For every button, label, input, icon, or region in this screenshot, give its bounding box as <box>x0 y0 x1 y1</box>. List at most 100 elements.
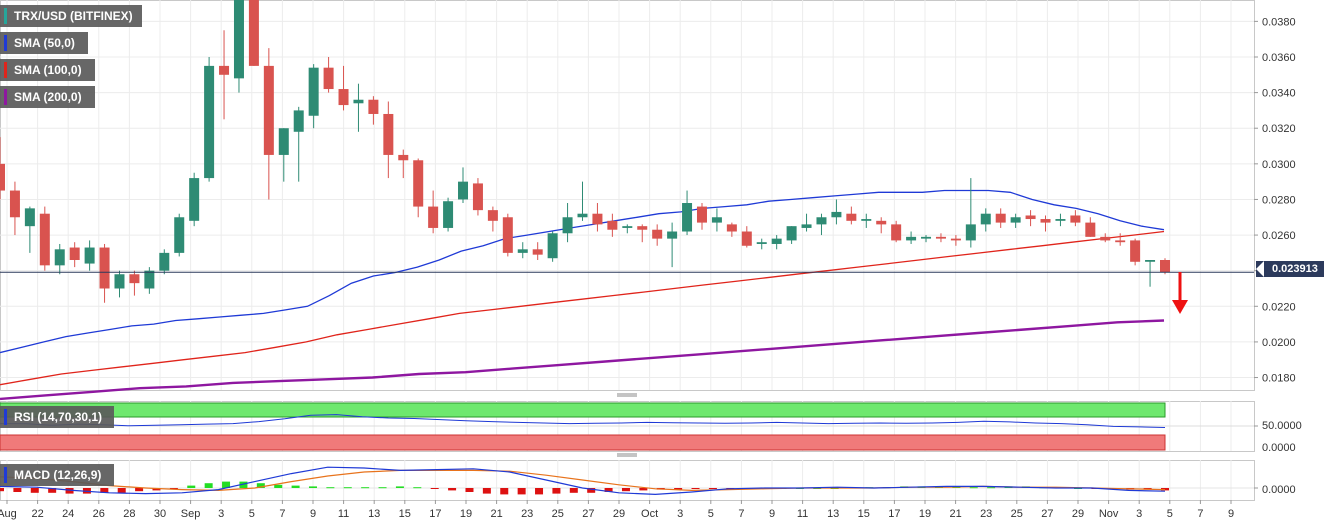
candle-body <box>487 210 498 221</box>
x-tick-label: 24 <box>62 508 74 520</box>
candle-body <box>219 65 230 75</box>
rsi-label-text: RSI (14,70,30,1) <box>14 410 103 424</box>
x-tick-label: 19 <box>919 508 931 520</box>
symbol-legend[interactable]: TRX/USD (BITFINEX) <box>0 5 142 27</box>
candle-body <box>846 213 857 221</box>
candle-body <box>159 252 170 271</box>
rsi-zero-label: 0.0000 <box>1262 442 1296 454</box>
candle-body <box>891 224 902 241</box>
x-tick-label: 29 <box>1072 508 1084 520</box>
macd-hist-bar <box>639 488 648 491</box>
candle-body <box>652 229 663 239</box>
macd-hist-bar <box>535 488 544 495</box>
sma200-legend[interactable]: SMA (200,0) <box>0 86 95 108</box>
candle-body <box>771 238 782 244</box>
candle-body <box>1115 240 1126 243</box>
rsi-label[interactable]: RSI (14,70,30,1) <box>0 406 114 428</box>
candle-body <box>876 220 887 225</box>
macd-label[interactable]: MACD (12,26,9) <box>0 464 114 486</box>
x-tick-label: 13 <box>368 508 380 520</box>
y-tick-label: 0.0260 <box>1262 230 1296 242</box>
macd-hist-bar <box>500 488 509 495</box>
sma200-swatch <box>4 89 7 105</box>
macd-hist-bar <box>326 487 335 489</box>
sma100-legend[interactable]: SMA (100,0) <box>0 59 95 81</box>
candle-body <box>383 113 394 155</box>
sma200-line <box>0 319 1165 401</box>
macd-zero-label: 0.0000 <box>1262 484 1296 496</box>
candle-body <box>622 226 633 228</box>
x-tick-label: 26 <box>93 508 105 520</box>
candle-body <box>935 236 946 239</box>
candle-body <box>577 213 588 218</box>
candle-body <box>921 236 932 239</box>
x-tick-label: 15 <box>858 508 870 520</box>
candle-body <box>1040 219 1051 223</box>
candle-body <box>398 154 409 161</box>
candle-body <box>607 220 618 230</box>
x-tick-label: 15 <box>399 508 411 520</box>
candle-body <box>458 181 469 200</box>
sma50-legend[interactable]: SMA (50,0) <box>0 32 88 54</box>
candle-body <box>99 247 110 289</box>
x-tick-label: 3 <box>218 508 224 520</box>
x-tick-label: 11 <box>797 508 808 520</box>
macd-hist-bar <box>969 487 978 489</box>
rsi-overbought-band <box>0 402 1166 418</box>
candle-body <box>413 160 424 207</box>
x-tick-label: 11 <box>338 508 349 520</box>
rsi-level-label: 50.0000 <box>1262 420 1302 432</box>
macd-label-text: MACD (12,26,9) <box>14 468 102 482</box>
sma100-line <box>0 230 1165 386</box>
macd-swatch <box>4 467 7 483</box>
rsi-oversold-band <box>0 434 1166 451</box>
candle-body <box>667 231 678 239</box>
y-tick-label: 0.0320 <box>1262 123 1296 135</box>
macd-hist-bar <box>361 487 370 489</box>
candle-body <box>323 67 334 90</box>
macd-hist-bar <box>239 481 248 488</box>
candle-body <box>726 224 737 232</box>
y-tick-label: 0.0220 <box>1262 301 1296 313</box>
candle-body <box>69 247 80 260</box>
x-tick-label: 27 <box>582 508 594 520</box>
candle-body <box>39 213 50 266</box>
macd-hist-bar <box>30 488 39 493</box>
macd-hist-bar <box>552 488 561 494</box>
macd-hist-bar <box>674 488 683 490</box>
candle-body <box>24 208 35 227</box>
symbol-swatch <box>4 8 7 24</box>
x-tick-label: 27 <box>1041 508 1053 520</box>
main-panel-border <box>0 0 1255 391</box>
candle-body <box>428 206 439 228</box>
x-tick-label: 22 <box>31 508 43 520</box>
candle-body <box>696 206 707 223</box>
candle-body <box>248 0 259 66</box>
x-tick-label: 9 <box>1228 508 1234 520</box>
macd-hist-bar <box>395 486 404 488</box>
y-tick-label: 0.0200 <box>1262 337 1296 349</box>
rsi-line <box>0 414 1166 428</box>
candle-body <box>443 201 454 228</box>
macd-hist-bar <box>413 487 422 489</box>
macd-hist-bar <box>569 488 578 493</box>
x-tick-label: 30 <box>154 508 166 520</box>
macd-hist-bar <box>291 485 300 488</box>
macd-hist-bar <box>48 488 57 493</box>
candles-group <box>0 0 1170 303</box>
sma50-swatch <box>4 35 7 51</box>
sma200-label: SMA (200,0) <box>14 90 82 104</box>
candle-body <box>741 231 752 246</box>
macd-hist-bar <box>708 488 717 489</box>
candle-body <box>1025 215 1036 220</box>
candle-body <box>233 0 244 79</box>
candle-body <box>816 217 827 225</box>
candle-body <box>189 178 200 221</box>
x-tick-label: 21 <box>490 508 502 520</box>
macd-line <box>0 466 1166 496</box>
candle-body <box>1055 219 1066 221</box>
x-tick-label: 25 <box>552 508 564 520</box>
macd-hist-bar <box>0 488 4 492</box>
candle-body <box>861 219 872 221</box>
